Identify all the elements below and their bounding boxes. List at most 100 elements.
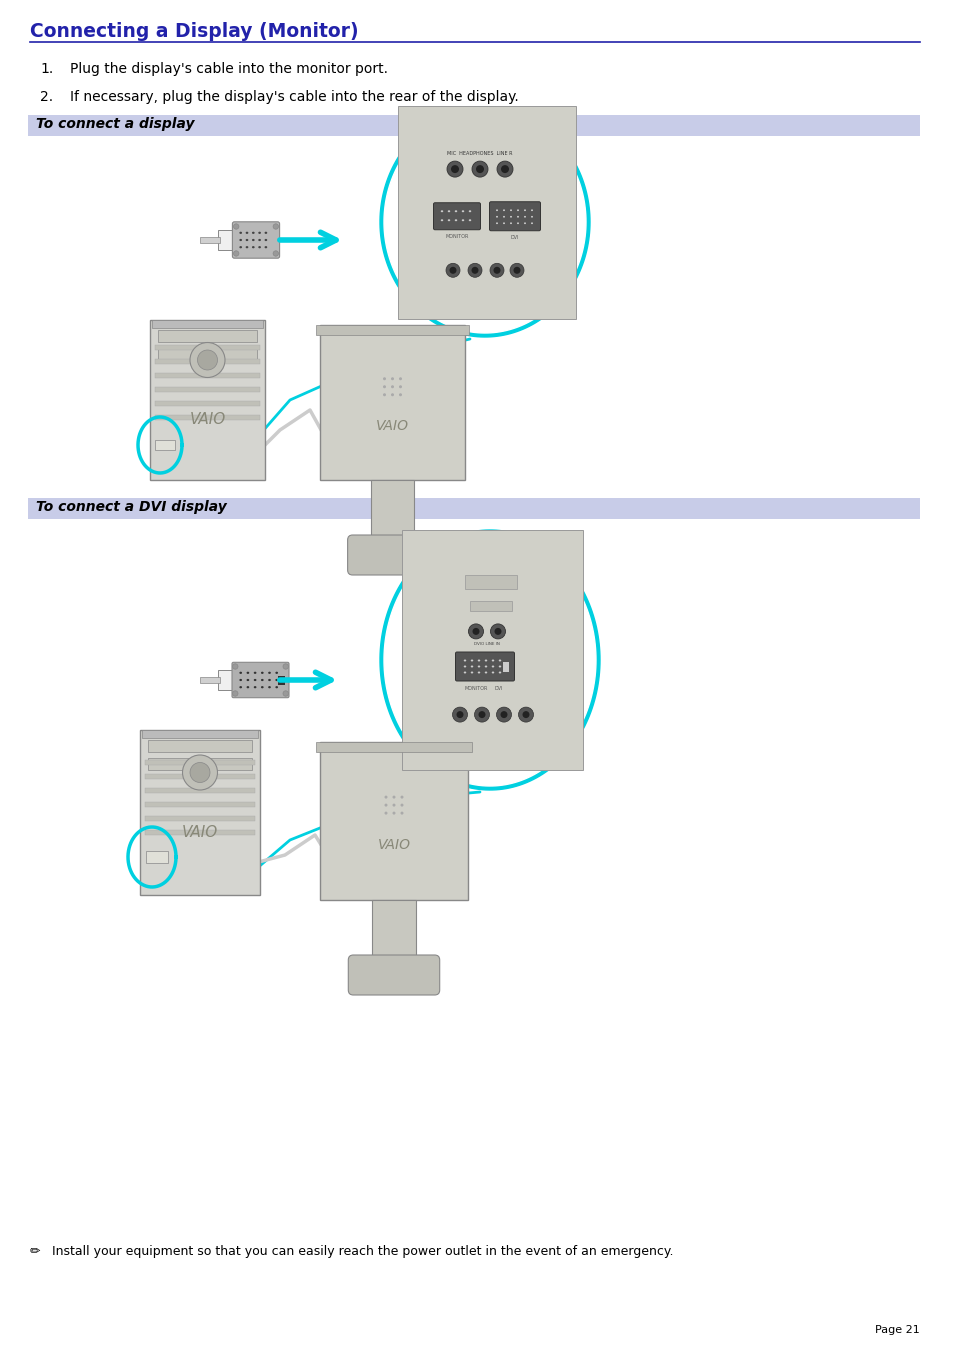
Ellipse shape xyxy=(472,628,479,635)
Ellipse shape xyxy=(463,671,466,674)
Ellipse shape xyxy=(476,165,483,173)
Text: DVI: DVI xyxy=(510,235,518,240)
Bar xyxy=(140,730,260,894)
Ellipse shape xyxy=(478,711,485,719)
Bar xyxy=(397,107,576,319)
FancyBboxPatch shape xyxy=(233,222,279,258)
Bar xyxy=(150,320,265,480)
FancyBboxPatch shape xyxy=(455,653,514,681)
Ellipse shape xyxy=(392,804,395,807)
Ellipse shape xyxy=(264,239,267,240)
Bar xyxy=(154,373,260,378)
Ellipse shape xyxy=(239,678,242,681)
Bar xyxy=(218,230,243,250)
Ellipse shape xyxy=(275,671,277,674)
Bar xyxy=(145,788,254,793)
Ellipse shape xyxy=(447,161,462,177)
Ellipse shape xyxy=(523,223,525,224)
Ellipse shape xyxy=(452,707,467,721)
Ellipse shape xyxy=(384,804,387,807)
Bar xyxy=(148,740,252,753)
Bar xyxy=(502,662,509,671)
Ellipse shape xyxy=(490,263,503,277)
Bar xyxy=(401,530,583,770)
FancyBboxPatch shape xyxy=(232,662,289,697)
Ellipse shape xyxy=(261,678,263,681)
Text: MONITOR: MONITOR xyxy=(464,686,488,692)
Ellipse shape xyxy=(490,624,505,639)
Ellipse shape xyxy=(449,266,456,274)
Text: VAIO: VAIO xyxy=(375,419,409,432)
Ellipse shape xyxy=(258,246,261,249)
Text: Install your equipment so that you can easily reach the power outlet in the even: Install your equipment so that you can e… xyxy=(48,1246,673,1258)
Bar xyxy=(200,238,220,243)
Bar xyxy=(145,761,254,765)
Ellipse shape xyxy=(398,377,401,380)
Ellipse shape xyxy=(258,239,261,240)
Text: DVI: DVI xyxy=(495,686,503,692)
Ellipse shape xyxy=(456,711,463,719)
Ellipse shape xyxy=(252,239,254,240)
Ellipse shape xyxy=(258,231,261,234)
Ellipse shape xyxy=(472,161,488,177)
Ellipse shape xyxy=(275,678,277,681)
Polygon shape xyxy=(379,107,589,336)
Text: To connect a DVI display: To connect a DVI display xyxy=(36,500,227,513)
Ellipse shape xyxy=(268,671,271,674)
Ellipse shape xyxy=(517,223,518,224)
Ellipse shape xyxy=(197,350,217,370)
Bar xyxy=(152,320,263,328)
Bar xyxy=(371,480,414,540)
Ellipse shape xyxy=(233,690,237,696)
Ellipse shape xyxy=(246,686,249,688)
Bar xyxy=(145,830,254,835)
Ellipse shape xyxy=(447,211,450,212)
FancyBboxPatch shape xyxy=(433,203,480,230)
Text: If necessary, plug the display's cable into the rear of the display.: If necessary, plug the display's cable i… xyxy=(70,91,518,104)
Bar xyxy=(315,326,469,335)
Ellipse shape xyxy=(233,251,238,257)
Ellipse shape xyxy=(261,686,263,688)
Bar xyxy=(319,326,464,480)
Ellipse shape xyxy=(455,211,456,212)
Text: To connect a display: To connect a display xyxy=(36,118,194,131)
Ellipse shape xyxy=(493,266,500,274)
Ellipse shape xyxy=(253,686,256,688)
Ellipse shape xyxy=(477,659,479,662)
Bar xyxy=(158,349,256,359)
Bar xyxy=(154,401,260,407)
Ellipse shape xyxy=(474,707,489,721)
Text: Page 21: Page 21 xyxy=(874,1325,919,1335)
Ellipse shape xyxy=(261,671,263,674)
Ellipse shape xyxy=(510,263,523,277)
Ellipse shape xyxy=(502,216,504,218)
Ellipse shape xyxy=(246,678,249,681)
FancyBboxPatch shape xyxy=(489,201,540,231)
Bar xyxy=(28,115,919,136)
Ellipse shape xyxy=(391,385,394,388)
Ellipse shape xyxy=(463,666,466,667)
Ellipse shape xyxy=(382,385,386,388)
Polygon shape xyxy=(384,534,596,786)
Ellipse shape xyxy=(470,659,473,662)
Ellipse shape xyxy=(239,671,242,674)
Bar xyxy=(315,742,472,753)
Ellipse shape xyxy=(382,393,386,396)
Text: VAIO: VAIO xyxy=(182,825,218,840)
Bar xyxy=(28,499,919,519)
Ellipse shape xyxy=(513,266,520,274)
Text: 1.: 1. xyxy=(40,62,53,76)
Ellipse shape xyxy=(497,161,513,177)
Ellipse shape xyxy=(382,377,386,380)
Ellipse shape xyxy=(531,216,533,218)
Ellipse shape xyxy=(523,216,525,218)
Text: DVIO LINE IN: DVIO LINE IN xyxy=(474,642,499,646)
Ellipse shape xyxy=(246,671,249,674)
Ellipse shape xyxy=(273,224,278,230)
Polygon shape xyxy=(379,530,599,790)
Ellipse shape xyxy=(461,211,464,212)
Ellipse shape xyxy=(531,209,533,211)
Ellipse shape xyxy=(494,628,501,635)
Bar xyxy=(146,851,168,863)
Bar xyxy=(142,730,257,738)
